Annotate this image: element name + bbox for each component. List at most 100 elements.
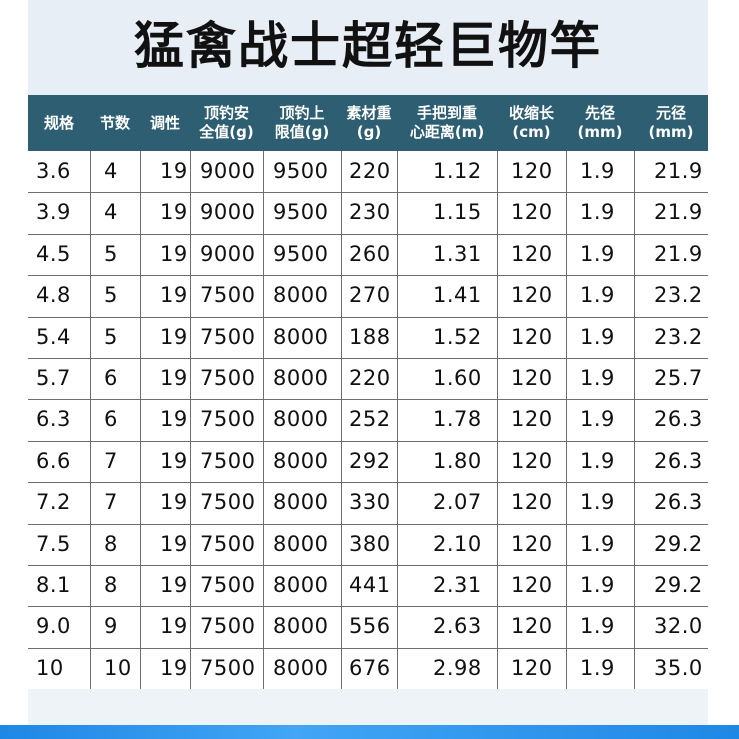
spec-table: 3.6 4 19 9000 9500 220 1.12 120 1.9 21.9 3.9 4 19 900… bbox=[28, 151, 708, 689]
row-divider bbox=[28, 399, 708, 400]
cell-safe-load: 7500 bbox=[200, 531, 256, 556]
header-safe-load: 顶钓安 全值(g) bbox=[199, 104, 254, 141]
column-divider bbox=[140, 151, 141, 689]
header-weight: 素材重 (g) bbox=[346, 104, 392, 141]
table-row: 8.1 8 19 7500 8000 441 2.31 120 1.9 29.2 bbox=[28, 565, 708, 606]
cell-safe-load: 7500 bbox=[200, 407, 256, 432]
cell-butt-diameter: 32.0 bbox=[654, 614, 703, 639]
cell-safe-load: 7500 bbox=[200, 490, 256, 515]
cell-max-load: 8000 bbox=[273, 324, 329, 349]
row-divider bbox=[28, 358, 708, 359]
cell-balance-distance: 2.07 bbox=[433, 490, 482, 515]
cell-balance-distance: 1.80 bbox=[433, 448, 482, 473]
cell-tip-diameter: 1.9 bbox=[580, 283, 615, 308]
cell-butt-diameter: 26.3 bbox=[654, 490, 703, 515]
cell-action: 19 bbox=[160, 490, 188, 515]
column-divider bbox=[263, 151, 264, 689]
cell-butt-diameter: 23.2 bbox=[654, 324, 703, 349]
cell-butt-diameter: 23.2 bbox=[654, 283, 703, 308]
cell-max-load: 8000 bbox=[273, 655, 329, 680]
cell-spec: 3.6 bbox=[36, 159, 71, 183]
row-divider bbox=[28, 275, 708, 276]
table-row: 10 10 19 7500 8000 676 2.98 120 1.9 35.0 bbox=[28, 648, 708, 689]
cell-action: 19 bbox=[160, 159, 188, 183]
cell-butt-diameter: 25.7 bbox=[654, 366, 703, 390]
cell-balance-distance: 1.12 bbox=[433, 159, 482, 183]
cell-tip-diameter: 1.9 bbox=[580, 655, 615, 680]
cell-weight: 230 bbox=[349, 200, 391, 225]
cell-max-load: 9500 bbox=[273, 159, 329, 183]
cell-sections: 4 bbox=[104, 159, 118, 183]
table-row: 6.3 6 19 7500 8000 252 1.78 120 1.9 26.3 bbox=[28, 399, 708, 440]
table-row: 5.7 6 19 7500 8000 220 1.60 120 1.9 25.7 bbox=[28, 358, 708, 399]
cell-retracted-length: 120 bbox=[511, 241, 553, 266]
cell-butt-diameter: 21.9 bbox=[654, 241, 703, 266]
cell-spec: 4.5 bbox=[36, 241, 71, 266]
cell-tip-diameter: 1.9 bbox=[580, 159, 615, 183]
table-row: 7.5 8 19 7500 8000 380 2.10 120 1.9 29.2 bbox=[28, 524, 708, 565]
cell-sections: 4 bbox=[104, 200, 118, 225]
cell-max-load: 8000 bbox=[273, 614, 329, 639]
table-header: 规格 节数 调性 顶钓安 全值(g) 顶钓上 限值(g) 素材重 (g) 手把到重 心距离(… bbox=[28, 95, 708, 151]
cell-sections: 6 bbox=[104, 407, 118, 432]
cell-balance-distance: 1.78 bbox=[433, 407, 482, 432]
cell-max-load: 8000 bbox=[273, 448, 329, 473]
header-retracted-length: 收缩长 (cm) bbox=[508, 104, 554, 141]
cell-safe-load: 9000 bbox=[200, 200, 256, 225]
column-divider bbox=[566, 151, 567, 689]
cell-weight: 292 bbox=[349, 448, 391, 473]
row-divider bbox=[28, 441, 708, 442]
cell-sections: 9 bbox=[104, 614, 118, 639]
table-row: 6.6 7 19 7500 8000 292 1.80 120 1.9 26.3 bbox=[28, 441, 708, 482]
cell-weight: 676 bbox=[349, 655, 391, 680]
cell-spec: 6.3 bbox=[36, 407, 71, 432]
header-balance-distance: 手把到重 心距离(m) bbox=[409, 104, 485, 141]
cell-tip-diameter: 1.9 bbox=[580, 448, 615, 473]
cell-action: 19 bbox=[160, 283, 188, 308]
cell-spec: 7.5 bbox=[36, 531, 71, 556]
cell-spec: 10 bbox=[36, 655, 64, 680]
cell-safe-load: 7500 bbox=[200, 283, 256, 308]
column-divider bbox=[634, 151, 635, 689]
cell-weight: 270 bbox=[349, 283, 391, 308]
column-divider bbox=[341, 151, 342, 689]
table-row: 9.0 9 19 7500 8000 556 2.63 120 1.9 32.0 bbox=[28, 606, 708, 647]
cell-action: 19 bbox=[160, 655, 188, 680]
row-divider bbox=[28, 524, 708, 525]
cell-weight: 380 bbox=[349, 531, 391, 556]
cell-sections: 5 bbox=[104, 283, 118, 308]
header-max-load: 顶钓上 限值(g) bbox=[274, 104, 330, 141]
cell-weight: 188 bbox=[349, 324, 391, 349]
cell-tip-diameter: 1.9 bbox=[580, 614, 615, 639]
cell-balance-distance: 2.10 bbox=[433, 531, 482, 556]
cell-weight: 220 bbox=[349, 366, 391, 390]
cell-balance-distance: 1.15 bbox=[433, 200, 482, 225]
cell-balance-distance: 2.31 bbox=[433, 573, 482, 597]
page-title: 猛禽战士超轻巨物竿 bbox=[134, 17, 602, 75]
cell-weight: 252 bbox=[349, 407, 391, 432]
cell-retracted-length: 120 bbox=[511, 200, 553, 225]
cell-tip-diameter: 1.9 bbox=[580, 531, 615, 556]
cell-retracted-length: 120 bbox=[511, 655, 553, 680]
cell-weight: 220 bbox=[349, 159, 391, 183]
cell-action: 19 bbox=[160, 200, 188, 225]
cell-max-load: 8000 bbox=[273, 573, 329, 597]
cell-tip-diameter: 1.9 bbox=[580, 241, 615, 266]
cell-spec: 6.6 bbox=[36, 448, 71, 473]
cell-safe-load: 7500 bbox=[200, 655, 256, 680]
cell-max-load: 8000 bbox=[273, 490, 329, 515]
table-row: 3.9 4 19 9000 9500 230 1.15 120 1.9 21.9 bbox=[28, 192, 708, 233]
cell-sections: 8 bbox=[104, 573, 118, 597]
cell-spec: 7.2 bbox=[36, 490, 71, 515]
cell-retracted-length: 120 bbox=[511, 407, 553, 432]
column-divider bbox=[90, 151, 91, 689]
cell-butt-diameter: 21.9 bbox=[654, 200, 703, 225]
cell-spec: 9.0 bbox=[36, 614, 71, 639]
cell-safe-load: 7500 bbox=[200, 324, 256, 349]
cell-max-load: 9500 bbox=[273, 241, 329, 266]
cell-retracted-length: 120 bbox=[511, 159, 553, 183]
cell-weight: 556 bbox=[349, 614, 391, 639]
cell-safe-load: 7500 bbox=[200, 614, 256, 639]
cell-action: 19 bbox=[160, 573, 188, 597]
cell-safe-load: 7500 bbox=[200, 366, 256, 390]
